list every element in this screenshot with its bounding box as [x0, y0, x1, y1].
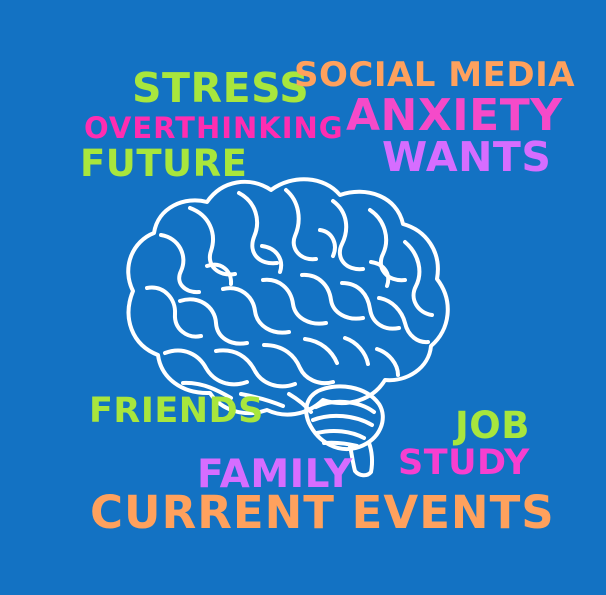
word-current-events: CURRENT EVENTS	[90, 486, 555, 539]
word-study: STUDY	[398, 443, 530, 483]
word-future: FUTURE	[80, 142, 248, 185]
word-social-media: SOCIAL MEDIA	[294, 55, 576, 95]
word-friends: FRIENDS	[89, 391, 264, 431]
word-family: FAMILY	[197, 452, 353, 497]
word-job: JOB	[455, 404, 530, 447]
word-wants: WANTS	[382, 133, 552, 181]
brain-icon	[126, 177, 450, 478]
word-overthinking: OVERTHINKING	[84, 111, 344, 145]
word-stress: STRESS	[132, 64, 310, 112]
word-anxiety: ANXIETY	[346, 90, 563, 141]
